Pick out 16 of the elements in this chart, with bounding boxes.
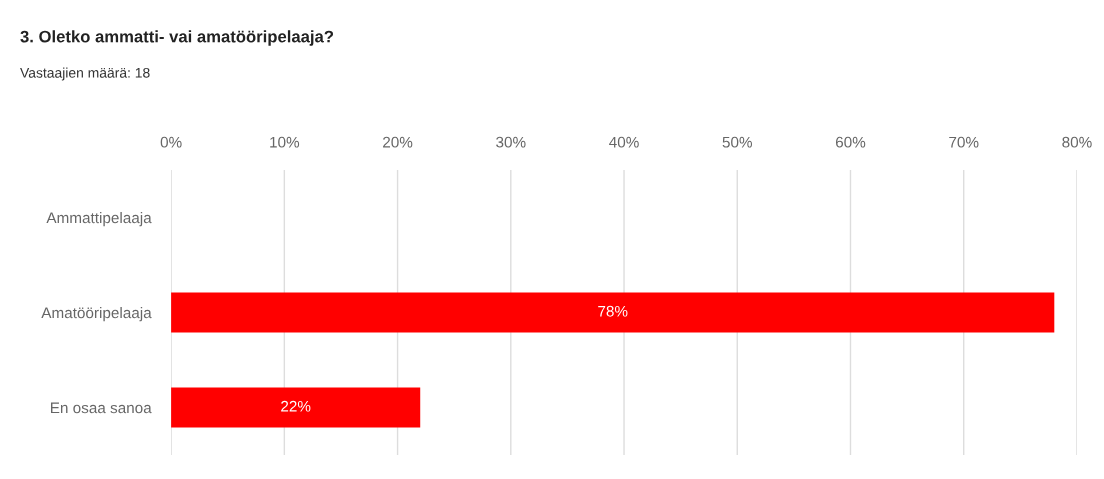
x-tick-label: 70% xyxy=(949,136,979,148)
x-tick-label: 20% xyxy=(383,136,413,148)
data-label: 22% xyxy=(281,400,311,412)
x-tick-label: 10% xyxy=(270,136,300,148)
y-tick-label: En osaa sanoa xyxy=(51,402,152,414)
chart-title: 3. Oletko ammatti- vai amatööripelaaja? xyxy=(20,30,334,46)
x-tick-label: 0% xyxy=(160,136,182,148)
y-tick-label: Amatööripelaaja xyxy=(41,307,152,322)
y-tick-label: Ammattipelaaja xyxy=(46,212,152,227)
data-label: 78% xyxy=(598,305,628,317)
x-tick-label: 30% xyxy=(496,136,526,148)
x-tick-label: 40% xyxy=(609,136,639,148)
x-tick-label: 50% xyxy=(722,136,753,148)
x-tick-label: 60% xyxy=(835,136,866,148)
chart-subtitle: Vastaajien määrä: 18 xyxy=(20,67,150,81)
x-tick-label: 80% xyxy=(1062,136,1092,148)
